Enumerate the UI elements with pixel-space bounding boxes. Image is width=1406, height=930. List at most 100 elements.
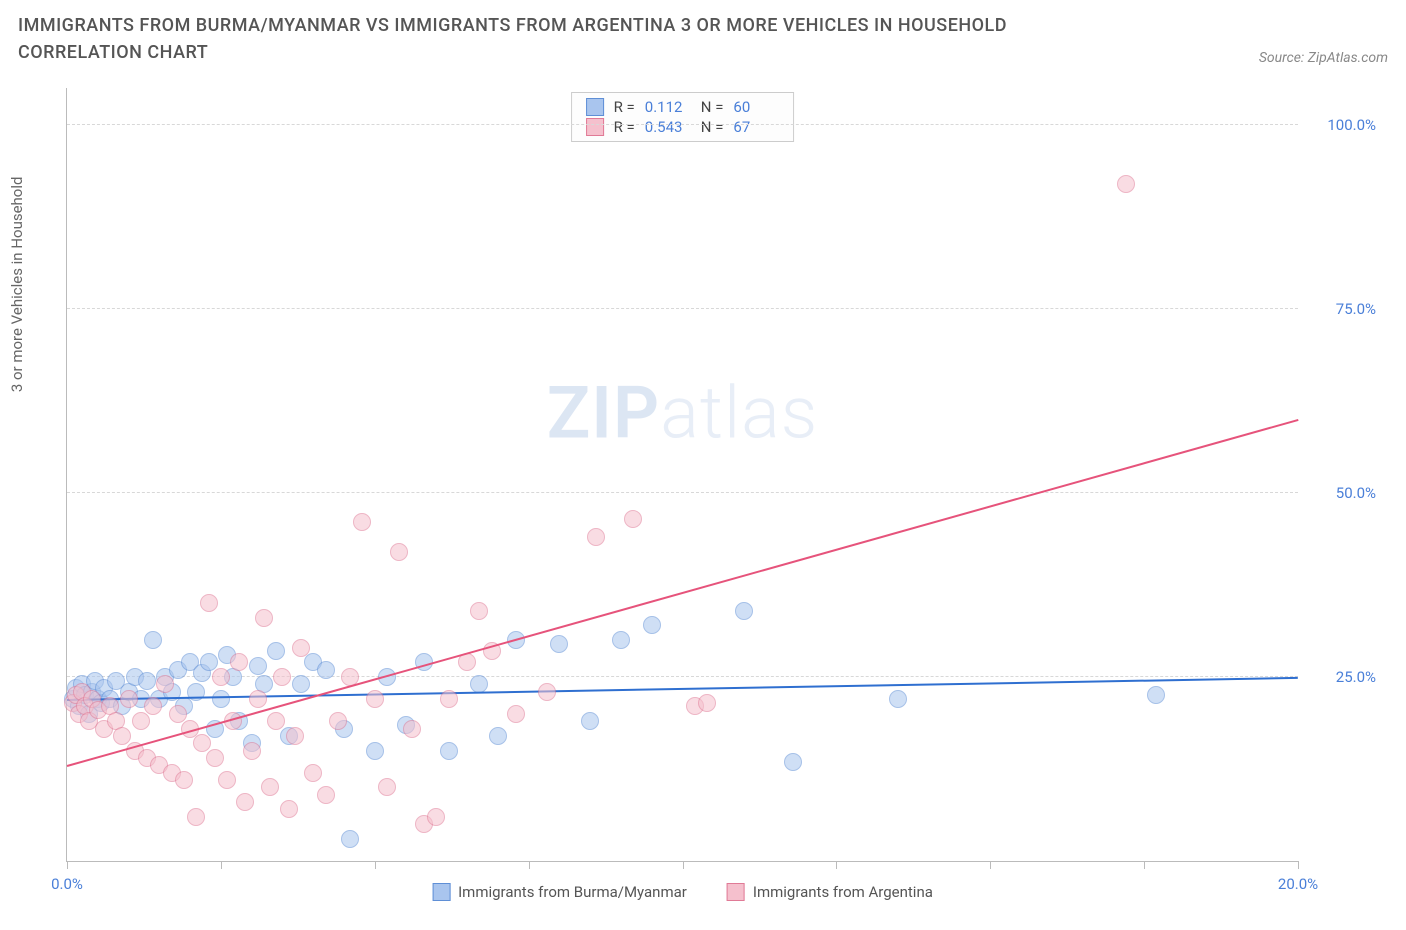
scatter-point xyxy=(200,594,218,612)
y-tick-label: 50.0% xyxy=(1336,484,1376,502)
stats-row-series-b: R = 0.543 N = 67 xyxy=(586,117,780,137)
gridline xyxy=(67,308,1298,309)
scatter-point xyxy=(212,690,230,708)
chart-source: Source: ZipAtlas.com xyxy=(1259,50,1388,66)
scatter-point xyxy=(587,528,605,546)
n-label: N = xyxy=(701,118,724,136)
scatter-point xyxy=(329,712,347,730)
scatter-point xyxy=(507,705,525,723)
x-tick xyxy=(67,861,68,869)
scatter-point xyxy=(390,543,408,561)
y-axis-label: 3 or more Vehicles in Household xyxy=(8,177,26,393)
scatter-point xyxy=(698,694,716,712)
scatter-point xyxy=(187,808,205,826)
scatter-point xyxy=(255,609,273,627)
scatter-point xyxy=(581,712,599,730)
scatter-point xyxy=(120,690,138,708)
scatter-point xyxy=(132,712,150,730)
scatter-point xyxy=(304,764,322,782)
r-label: R = xyxy=(614,98,635,116)
x-tick xyxy=(683,861,684,869)
scatter-point xyxy=(249,690,267,708)
watermark: ZIPatlas xyxy=(547,370,819,455)
scatter-point xyxy=(292,639,310,657)
scatter-point xyxy=(366,742,384,760)
swatch-series-b xyxy=(727,883,745,901)
x-tick-label: 20.0% xyxy=(1278,875,1318,893)
scatter-point xyxy=(889,690,907,708)
scatter-point xyxy=(267,712,285,730)
legend-label-b: Immigrants from Argentina xyxy=(753,883,933,901)
scatter-point xyxy=(144,697,162,715)
gridline xyxy=(67,124,1298,125)
stats-row-series-a: R = 0.112 N = 60 xyxy=(586,97,780,117)
scatter-point xyxy=(612,631,630,649)
chart-container: 3 or more Vehicles in Household ZIPatlas… xyxy=(18,88,1388,912)
regression-line xyxy=(67,419,1299,767)
scatter-point xyxy=(378,778,396,796)
scatter-point xyxy=(489,727,507,745)
scatter-point xyxy=(230,653,248,671)
scatter-point xyxy=(784,753,802,771)
scatter-point xyxy=(366,690,384,708)
scatter-point xyxy=(236,793,254,811)
scatter-point xyxy=(317,661,335,679)
x-tick xyxy=(529,861,530,869)
r-label: R = xyxy=(614,118,635,136)
scatter-point xyxy=(353,513,371,531)
scatter-point xyxy=(643,616,661,634)
n-label: N = xyxy=(701,98,724,116)
plot-area: ZIPatlas R = 0.112 N = 60 R = 0.543 N = … xyxy=(66,88,1298,862)
scatter-point xyxy=(156,675,174,693)
scatter-point xyxy=(538,683,556,701)
scatter-point xyxy=(206,749,224,767)
scatter-point xyxy=(218,771,236,789)
n-value-a: 60 xyxy=(733,98,779,116)
scatter-point xyxy=(243,742,261,760)
scatter-point xyxy=(470,602,488,620)
r-value-a: 0.112 xyxy=(645,98,691,116)
x-tick xyxy=(836,861,837,869)
x-tick xyxy=(375,861,376,869)
scatter-point xyxy=(550,635,568,653)
bottom-legend: Immigrants from Burma/Myanmar Immigrants… xyxy=(432,883,933,901)
scatter-point xyxy=(440,690,458,708)
scatter-point xyxy=(138,672,156,690)
scatter-point xyxy=(427,808,445,826)
r-value-b: 0.543 xyxy=(645,118,691,136)
chart-title: IMMIGRANTS FROM BURMA/MYANMAR VS IMMIGRA… xyxy=(18,12,1118,66)
scatter-point xyxy=(292,675,310,693)
legend-label-a: Immigrants from Burma/Myanmar xyxy=(458,883,687,901)
legend-item-a: Immigrants from Burma/Myanmar xyxy=(432,883,687,901)
y-tick-label: 75.0% xyxy=(1336,300,1376,318)
x-tick xyxy=(221,861,222,869)
scatter-point xyxy=(280,800,298,818)
x-tick xyxy=(1144,861,1145,869)
scatter-point xyxy=(212,668,230,686)
scatter-point xyxy=(1147,686,1165,704)
y-tick-label: 25.0% xyxy=(1336,668,1376,686)
scatter-point xyxy=(440,742,458,760)
legend-item-b: Immigrants from Argentina xyxy=(727,883,933,901)
x-tick-label: 0.0% xyxy=(51,875,83,893)
swatch-series-b xyxy=(586,118,604,136)
scatter-point xyxy=(317,786,335,804)
swatch-series-a xyxy=(432,883,450,901)
scatter-point xyxy=(273,668,291,686)
swatch-series-a xyxy=(586,98,604,116)
scatter-point xyxy=(624,510,642,528)
scatter-point xyxy=(144,631,162,649)
scatter-point xyxy=(261,778,279,796)
n-value-b: 67 xyxy=(733,118,779,136)
y-tick-label: 100.0% xyxy=(1327,116,1376,134)
scatter-point xyxy=(403,720,421,738)
scatter-point xyxy=(735,602,753,620)
scatter-point xyxy=(286,727,304,745)
x-tick xyxy=(990,861,991,869)
scatter-point xyxy=(175,771,193,789)
scatter-point xyxy=(267,642,285,660)
stats-legend-box: R = 0.112 N = 60 R = 0.543 N = 67 xyxy=(571,92,795,142)
scatter-point xyxy=(1117,175,1135,193)
scatter-point xyxy=(249,657,267,675)
x-tick xyxy=(1298,861,1299,869)
